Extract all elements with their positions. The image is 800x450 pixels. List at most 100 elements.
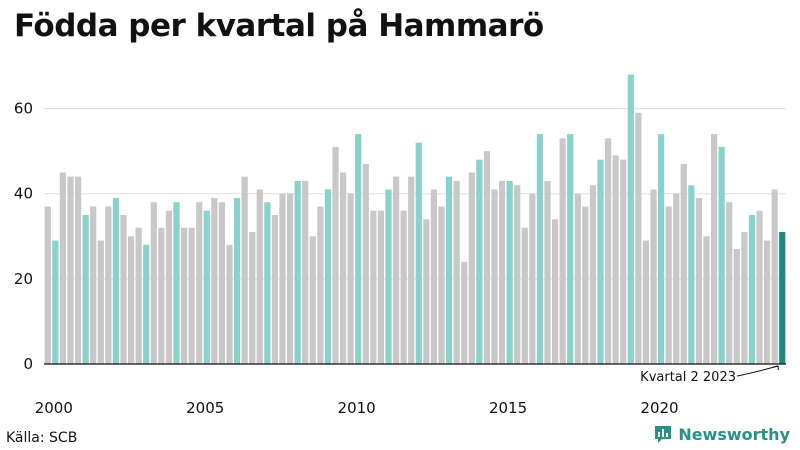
bar <box>279 193 286 364</box>
brand-logo[interactable]: Newsworthy <box>653 424 790 444</box>
bar <box>445 176 453 364</box>
bar <box>203 210 210 364</box>
bar <box>521 227 528 364</box>
bar <box>317 206 324 364</box>
bar <box>158 227 165 364</box>
bar <box>408 176 415 364</box>
bar <box>165 210 173 364</box>
bar <box>468 172 475 364</box>
bar <box>536 134 544 364</box>
bar <box>415 142 422 364</box>
annotation-arrow <box>736 365 779 377</box>
bar <box>567 134 574 364</box>
axes: 0 20 40 60 2000 2005 2010 2015 2020 <box>14 100 786 417</box>
bar <box>264 202 271 364</box>
bar <box>392 176 400 364</box>
bar <box>309 236 316 364</box>
bar-chart-logo-icon <box>655 426 672 443</box>
bar <box>67 176 74 364</box>
bar <box>233 197 241 364</box>
bar <box>196 202 203 364</box>
bar <box>514 185 521 364</box>
bar <box>211 197 218 364</box>
bar <box>657 134 665 364</box>
bar <box>82 215 89 364</box>
bar <box>44 206 51 364</box>
bar <box>748 215 756 364</box>
bar <box>763 240 771 364</box>
bar <box>491 189 498 364</box>
x-tick-label: 2020 <box>640 399 678 417</box>
bar <box>188 227 195 364</box>
bar <box>143 244 150 364</box>
bar <box>695 197 703 364</box>
bar <box>650 189 657 364</box>
bar <box>400 210 407 364</box>
x-tick-label: 2010 <box>338 399 376 417</box>
y-tick-label: 0 <box>23 355 33 373</box>
bar <box>476 159 483 364</box>
bar <box>771 189 778 364</box>
bar <box>726 202 733 364</box>
bar <box>756 210 763 364</box>
bar <box>688 185 695 364</box>
bar <box>52 240 59 364</box>
bar <box>461 261 468 364</box>
bar <box>635 112 642 364</box>
bar <box>355 134 362 364</box>
bar <box>385 189 392 364</box>
bar <box>627 74 634 364</box>
bar <box>589 185 597 364</box>
bar <box>347 193 354 364</box>
bar <box>483 151 491 364</box>
bar <box>294 180 301 364</box>
annotation: Kvartal 2 2023 <box>640 365 779 385</box>
bars <box>44 74 786 364</box>
bar <box>529 193 536 364</box>
bar <box>74 176 82 364</box>
bar <box>286 193 294 364</box>
bar <box>226 244 233 364</box>
bar <box>741 232 748 364</box>
bar <box>710 134 718 364</box>
annotation-label: Kvartal 2 2023 <box>640 370 736 385</box>
source-label: Källa: SCB <box>6 430 78 446</box>
bar <box>256 189 263 364</box>
bar <box>733 249 740 364</box>
bar <box>423 219 430 364</box>
bar <box>241 176 248 364</box>
bar <box>150 202 157 364</box>
bar <box>604 138 612 364</box>
bar <box>249 232 256 364</box>
bar <box>559 138 566 364</box>
bar <box>620 159 627 364</box>
bar <box>582 206 589 364</box>
bar <box>127 236 135 364</box>
y-tick-label: 40 <box>14 185 33 203</box>
bar <box>544 180 551 364</box>
bar <box>665 206 672 364</box>
bar <box>574 193 581 364</box>
x-tick-label: 2015 <box>489 399 527 417</box>
bar <box>718 146 725 364</box>
bar <box>97 240 104 364</box>
bar <box>332 146 339 364</box>
x-tick-label: 2000 <box>35 399 73 417</box>
bar <box>430 189 438 364</box>
bar <box>120 215 127 364</box>
bar <box>673 193 680 364</box>
bar <box>642 240 650 364</box>
bar <box>362 163 369 364</box>
x-tick-label: 2005 <box>186 399 224 417</box>
bar <box>112 197 120 364</box>
bar <box>180 227 188 364</box>
y-tick-label: 20 <box>14 270 33 288</box>
bar <box>377 210 385 364</box>
brand-name: Newsworthy <box>678 424 790 444</box>
bar <box>703 236 710 364</box>
bar <box>105 206 112 364</box>
bar <box>506 180 513 364</box>
bar <box>135 227 142 364</box>
chart-title: Födda per kvartal på Hammarö <box>14 8 544 44</box>
annotation-arrowhead <box>773 365 779 370</box>
